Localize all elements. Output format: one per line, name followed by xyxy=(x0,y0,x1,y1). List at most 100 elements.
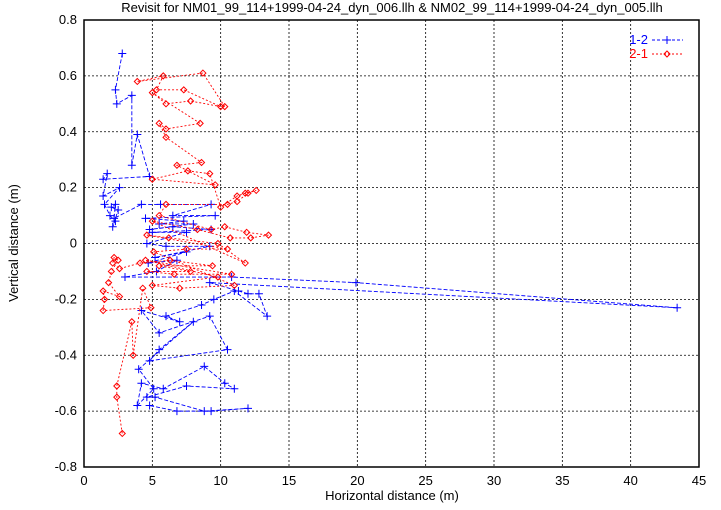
data-point xyxy=(180,86,188,94)
data-point xyxy=(254,289,263,298)
data-point xyxy=(148,88,157,97)
plot-frame xyxy=(83,19,700,468)
x-axis-label: Horizontal distance (m) xyxy=(325,488,459,503)
data-point xyxy=(197,300,206,309)
x-tick-label: 10 xyxy=(213,473,227,488)
data-point xyxy=(104,278,113,287)
data-point xyxy=(172,407,181,416)
data-point xyxy=(673,303,682,312)
y-tick-label: -0.6 xyxy=(55,403,77,418)
data-point xyxy=(199,69,207,77)
data-point xyxy=(244,189,252,197)
data-point xyxy=(223,200,232,209)
data-point xyxy=(162,312,170,321)
data-point xyxy=(175,284,184,292)
data-point xyxy=(182,228,191,237)
data-point xyxy=(170,270,178,278)
data-point xyxy=(149,248,158,256)
data-point xyxy=(264,231,273,239)
data-point xyxy=(127,91,136,100)
data-point xyxy=(110,214,119,223)
data-point xyxy=(155,328,164,337)
data-point xyxy=(173,161,181,169)
data-point xyxy=(233,197,241,206)
data-point xyxy=(148,175,157,183)
data-point xyxy=(168,222,177,231)
data-point xyxy=(230,384,239,393)
data-point xyxy=(172,256,181,265)
data-point xyxy=(162,242,170,251)
series-2-1 xyxy=(99,69,273,438)
data-point xyxy=(141,214,150,223)
data-point xyxy=(129,351,137,359)
data-point xyxy=(113,382,121,390)
data-point xyxy=(155,262,163,270)
y-tick-label: -0.4 xyxy=(55,347,77,362)
data-point xyxy=(148,228,157,237)
data-point xyxy=(184,167,192,175)
data-point xyxy=(226,234,234,242)
data-point xyxy=(186,97,195,105)
data-point xyxy=(166,256,174,264)
data-point xyxy=(159,384,168,393)
data-point xyxy=(118,429,126,438)
data-point xyxy=(99,306,107,315)
data-point xyxy=(99,192,108,201)
data-point xyxy=(244,289,252,298)
data-point xyxy=(200,362,209,371)
data-point xyxy=(209,295,218,304)
x-tick-label: 20 xyxy=(350,473,364,488)
data-point xyxy=(145,356,154,365)
data-point xyxy=(143,267,151,276)
data-point xyxy=(142,239,151,248)
data-point xyxy=(133,130,142,139)
data-point xyxy=(108,259,117,267)
data-point xyxy=(233,192,241,200)
data-point xyxy=(108,222,117,231)
data-point xyxy=(205,278,214,287)
data-point xyxy=(214,239,222,248)
data-point xyxy=(179,217,188,226)
data-point xyxy=(182,381,191,390)
x-tick-label: 45 xyxy=(692,473,706,488)
series-1-2 xyxy=(99,49,682,416)
data-point xyxy=(137,379,146,388)
data-point xyxy=(152,86,161,94)
data-point xyxy=(155,211,163,220)
data-point xyxy=(115,264,124,273)
data-point xyxy=(162,100,170,108)
data-point xyxy=(149,384,158,393)
data-point xyxy=(175,317,184,326)
data-point xyxy=(220,379,229,388)
data-point xyxy=(208,262,217,270)
data-point xyxy=(247,234,255,242)
data-point xyxy=(151,253,160,262)
data-point xyxy=(147,304,155,312)
data-point xyxy=(141,256,150,264)
y-tick-label: 0.8 xyxy=(59,12,77,27)
data-point xyxy=(252,186,260,195)
data-point xyxy=(221,223,229,231)
series-line-2-1 xyxy=(102,72,269,434)
legend-plus-icon xyxy=(663,36,671,44)
data-point xyxy=(206,169,214,178)
data-point xyxy=(242,228,251,237)
data-point xyxy=(143,231,151,239)
data-point xyxy=(107,267,116,276)
y-tick-label: 0.6 xyxy=(59,68,77,83)
x-tick-label: 25 xyxy=(418,473,432,488)
data-point xyxy=(121,273,129,282)
x-tick-label: 35 xyxy=(555,473,569,488)
y-tick-label: 0.4 xyxy=(59,124,77,139)
data-point xyxy=(114,205,123,214)
data-point xyxy=(205,312,214,321)
data-point xyxy=(168,211,177,220)
x-tick-label: 40 xyxy=(623,473,637,488)
data-point xyxy=(111,85,120,94)
data-point xyxy=(134,365,143,374)
data-point xyxy=(193,225,202,234)
data-point xyxy=(155,119,163,128)
data-point xyxy=(211,211,220,220)
data-point xyxy=(182,245,191,253)
x-tick-label: 30 xyxy=(487,473,501,488)
